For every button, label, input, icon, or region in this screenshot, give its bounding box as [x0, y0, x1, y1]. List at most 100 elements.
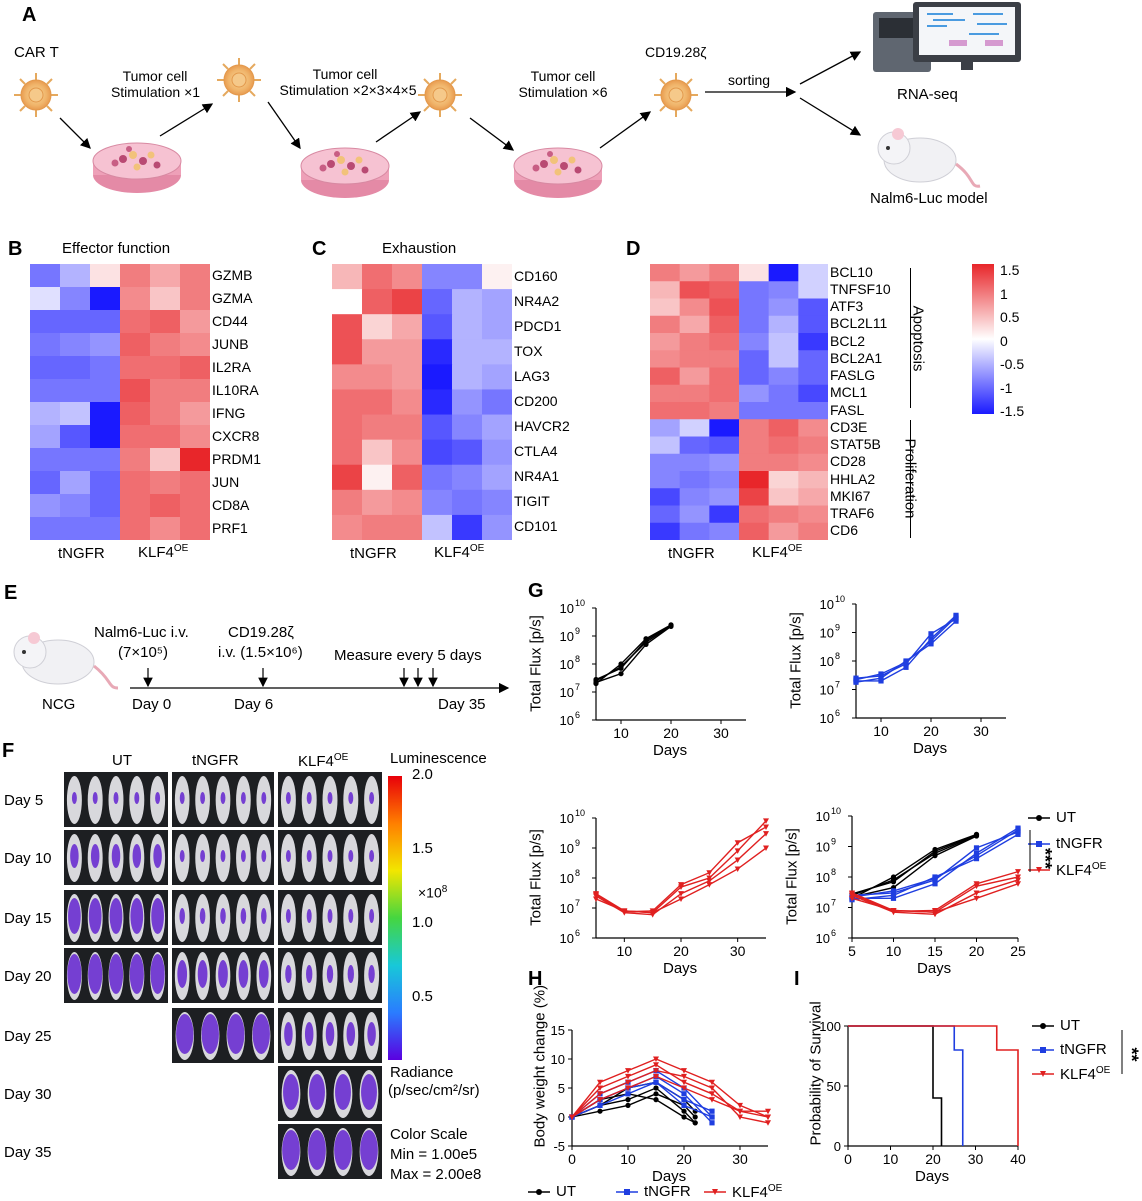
colorbar-tick: 1.5 — [1000, 262, 1020, 278]
ivis-signal — [200, 850, 206, 862]
panelB-gene-label: IL2RA — [212, 358, 251, 375]
ivis-signal — [90, 844, 100, 868]
panelB-gene-label: PRDM1 — [212, 450, 262, 467]
chart-G4-ytick-label: 10 — [816, 901, 830, 916]
panelD-cell — [709, 488, 740, 506]
chart-G4-point — [1015, 869, 1021, 875]
panelB-cell — [60, 356, 91, 380]
panelB-gene-label: CD44 — [212, 312, 248, 329]
chart-H-point — [681, 1108, 687, 1114]
mouse-illustration-e — [13, 632, 119, 690]
panelB-cell — [120, 356, 151, 380]
panelC-cell — [392, 389, 423, 416]
ivis-signal — [88, 898, 102, 934]
chart-G2-ytick-exp: 9 — [835, 623, 840, 633]
ivis-signal — [132, 844, 142, 868]
panelD-cell — [709, 471, 740, 489]
chart-G4-point — [932, 875, 938, 881]
panelC-cell — [482, 289, 512, 315]
panelC-cell — [422, 289, 453, 315]
chart-G4-point — [973, 853, 980, 859]
panelD-cell — [679, 505, 710, 524]
luminescence-title: Luminescence — [390, 750, 487, 767]
chart-H-point — [709, 1097, 715, 1103]
chart-G2-point — [903, 664, 909, 670]
panelC-cell — [452, 464, 483, 491]
panelD-gene-label: FASL — [830, 401, 865, 418]
ivis-signal — [70, 844, 79, 868]
ivis-signal — [304, 1022, 314, 1046]
chart-G3-xtick-label: 10 — [617, 943, 633, 959]
panelC-gene-label: NR4A2 — [514, 292, 560, 309]
ivis-signal — [92, 792, 98, 804]
chart-H-point — [597, 1091, 603, 1097]
panel-label-g: G — [528, 580, 544, 602]
chart-G4-point — [890, 892, 897, 898]
sequencer-illustration — [873, 2, 1021, 72]
col-klf4: KLF4OE — [298, 752, 348, 770]
panelB-cell — [120, 287, 151, 311]
panelB-cell — [180, 471, 210, 495]
panelD-cell — [768, 471, 799, 489]
legend-g-entry-sup: OE — [1091, 861, 1107, 872]
chart-G2-series-tNGFR — [855, 616, 957, 681]
panelD-cell — [768, 384, 799, 403]
panelB-cell — [120, 379, 151, 403]
panelC-cell — [422, 314, 453, 340]
panelD-cell — [798, 522, 828, 540]
panelD-cell — [798, 488, 828, 506]
ivis-row-label: Day 25 — [4, 1028, 52, 1045]
chart-G2-point — [878, 675, 884, 681]
ivis-signal — [179, 908, 185, 924]
chart-H-point — [692, 1120, 698, 1126]
panelB-gene-label: IFNG — [212, 404, 246, 421]
panelC-gene-label: CD101 — [514, 518, 558, 535]
ivis-signal — [309, 1074, 325, 1110]
panelD-cell — [798, 264, 828, 282]
panelC-gene-label: CD200 — [514, 393, 558, 409]
inj1-line2: (7×10⁵) — [118, 644, 168, 661]
legend-g-entry-marker — [1036, 867, 1042, 873]
chart-G4-xtick-label: 5 — [848, 943, 856, 959]
chart-G4-ytick-label: 10 — [816, 931, 830, 946]
scale-multiplier-base: ×10 — [418, 884, 442, 901]
panel-label-d: D — [626, 238, 641, 260]
ivis-signal — [347, 965, 354, 983]
ivis-signal — [348, 850, 354, 862]
panelB-gene-label: GZMA — [212, 289, 253, 306]
chart-H-point — [681, 1114, 687, 1120]
ivis-signal — [306, 850, 312, 862]
chart-G2-point — [953, 618, 959, 624]
panelC-cell — [392, 489, 423, 516]
chart-G4-point — [932, 881, 938, 887]
chart-G4-point — [890, 895, 897, 901]
model-label: Nalm6-Luc model — [870, 190, 988, 207]
chart-G2-ytick-exp: 8 — [835, 651, 840, 661]
panelC-cell — [362, 439, 393, 466]
chart-H-series-tNGFR — [571, 1081, 713, 1118]
panelD-gene-label: STAT5B — [830, 436, 881, 453]
panelD-cell — [739, 505, 770, 524]
panel-a-workflow — [13, 2, 1021, 199]
chart-G4-point — [1015, 877, 1021, 883]
panelB-cell — [30, 425, 61, 449]
chart-G1-ytick-exp: 8 — [575, 654, 580, 664]
panelC-gene-label: CD160 — [514, 267, 558, 284]
panelB-cell — [120, 310, 151, 334]
panelD-cell — [768, 522, 799, 540]
stim2-line2: Stimulation ×2×3×4×5 — [279, 82, 417, 98]
panelD-cell — [798, 367, 828, 386]
chart-G4-ytick-exp: 6 — [831, 928, 836, 938]
chart-H-point — [681, 1068, 687, 1074]
panelD-cell — [739, 333, 770, 351]
panel-label-a: A — [22, 4, 37, 26]
panelC-cell — [482, 514, 512, 540]
ivis-signal — [348, 792, 354, 804]
chart-H-point — [625, 1102, 631, 1108]
panelC-cell — [332, 314, 363, 340]
panelD-cell — [679, 264, 710, 282]
chart-G4-point — [1015, 881, 1021, 887]
chart-H-point — [625, 1085, 631, 1091]
chart-G4-point — [973, 856, 980, 862]
chart-I-ytick-label: 50 — [827, 1079, 841, 1094]
